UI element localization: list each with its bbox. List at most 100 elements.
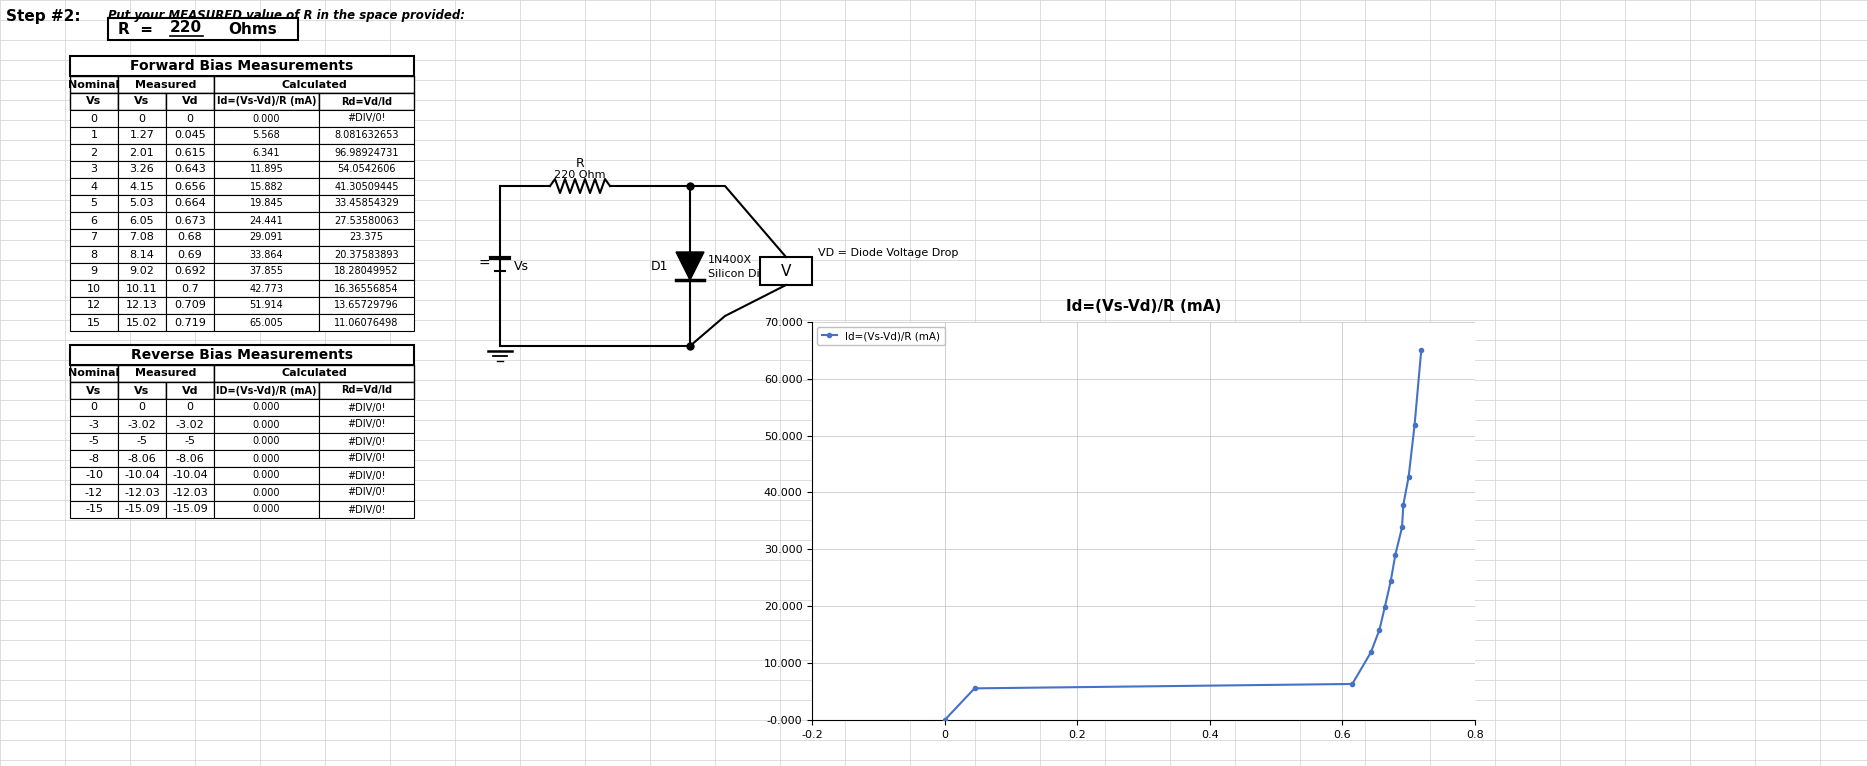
Text: 0.000: 0.000 (252, 420, 280, 430)
Bar (118, 195, 166, 212)
Bar (319, 110, 414, 127)
Bar (215, 229, 319, 246)
Bar (118, 484, 166, 501)
Bar (166, 382, 215, 399)
Bar (166, 246, 215, 263)
Text: 7.08: 7.08 (129, 233, 155, 243)
Line: Id=(Vs-Vd)/R (mA): Id=(Vs-Vd)/R (mA) (943, 348, 1423, 722)
Text: 4.15: 4.15 (129, 182, 155, 192)
Text: Measured: Measured (134, 368, 196, 378)
Text: R  =: R = (118, 21, 153, 37)
Text: 10.11: 10.11 (127, 283, 159, 293)
Bar (69, 144, 118, 161)
Text: 5: 5 (90, 198, 97, 208)
Bar (118, 178, 166, 195)
Text: 0.643: 0.643 (174, 165, 205, 175)
Text: ID=(Vs-Vd)/R (mA): ID=(Vs-Vd)/R (mA) (217, 385, 317, 395)
Bar (319, 127, 414, 144)
Text: -5: -5 (185, 437, 196, 447)
Text: 8.14: 8.14 (129, 250, 155, 260)
Bar (215, 110, 319, 127)
Bar (166, 127, 215, 144)
Text: 20.37583893: 20.37583893 (334, 250, 400, 260)
Text: 15: 15 (88, 317, 101, 328)
Bar (319, 246, 414, 263)
Bar (215, 212, 319, 229)
Bar (166, 467, 215, 484)
Text: -3.02: -3.02 (127, 420, 157, 430)
Bar (118, 263, 166, 280)
Id=(Vs-Vd)/R (mA) (934, 715, 956, 725)
Bar (215, 263, 319, 280)
Text: 33.45854329: 33.45854329 (334, 198, 400, 208)
Text: 5.568: 5.568 (252, 130, 280, 140)
Text: Id=(Vs-Vd)/R (mA): Id=(Vs-Vd)/R (mA) (217, 97, 316, 106)
Bar (166, 229, 215, 246)
Bar (215, 382, 319, 399)
Text: R: R (575, 157, 584, 170)
Text: -12.03: -12.03 (172, 487, 207, 497)
Bar (69, 314, 118, 331)
Id=(Vs-Vd)/R (mA) (1359, 648, 1382, 657)
Text: #DIV/0!: #DIV/0! (347, 487, 386, 497)
Id=(Vs-Vd)/R (mA) (1369, 625, 1391, 634)
Text: Nominal: Nominal (69, 80, 119, 90)
Text: Vs: Vs (134, 97, 149, 106)
Bar (166, 161, 215, 178)
Text: #DIV/0!: #DIV/0! (347, 113, 386, 123)
Text: -12: -12 (84, 487, 103, 497)
Bar (118, 229, 166, 246)
Text: 0.7: 0.7 (181, 283, 200, 293)
Text: 0.045: 0.045 (174, 130, 205, 140)
Text: 0.000: 0.000 (252, 505, 280, 515)
Text: 18.28049952: 18.28049952 (334, 267, 400, 277)
Text: 15.02: 15.02 (127, 317, 159, 328)
Text: -5: -5 (136, 437, 147, 447)
Text: 8.081632653: 8.081632653 (334, 130, 400, 140)
Text: 0.000: 0.000 (252, 437, 280, 447)
Bar (69, 246, 118, 263)
Text: Vs: Vs (86, 97, 101, 106)
Bar (118, 76, 215, 93)
Text: 0.000: 0.000 (252, 453, 280, 463)
Bar (69, 501, 118, 518)
Bar (319, 178, 414, 195)
Text: Vd: Vd (181, 97, 198, 106)
Text: 0: 0 (138, 402, 146, 413)
Text: 27.53580063: 27.53580063 (334, 215, 400, 225)
Bar (215, 127, 319, 144)
Bar (319, 433, 414, 450)
Bar (166, 450, 215, 467)
Text: -8: -8 (88, 453, 99, 463)
Text: 7: 7 (90, 233, 97, 243)
Text: Vs: Vs (134, 385, 149, 395)
Text: 0: 0 (187, 113, 194, 123)
Text: =: = (478, 257, 489, 271)
Text: Put your MEASURED value of R in the space provided:: Put your MEASURED value of R in the spac… (108, 9, 465, 22)
Text: #DIV/0!: #DIV/0! (347, 470, 386, 480)
Bar (108, 18, 299, 40)
Text: 9: 9 (90, 267, 97, 277)
Text: VD = Diode Voltage Drop: VD = Diode Voltage Drop (818, 248, 958, 258)
Bar (166, 399, 215, 416)
Bar (215, 484, 319, 501)
Bar (118, 212, 166, 229)
Text: 3.26: 3.26 (129, 165, 155, 175)
Bar (319, 93, 414, 110)
Text: 54.0542606: 54.0542606 (338, 165, 396, 175)
Bar (215, 195, 319, 212)
Text: -8.06: -8.06 (175, 453, 204, 463)
Bar (215, 399, 319, 416)
Id=(Vs-Vd)/R (mA) (1393, 500, 1415, 509)
Text: #DIV/0!: #DIV/0! (347, 453, 386, 463)
Text: 19.845: 19.845 (250, 198, 284, 208)
Bar (118, 110, 166, 127)
Bar (69, 263, 118, 280)
Text: -3: -3 (88, 420, 99, 430)
Text: Measured: Measured (134, 80, 196, 90)
Bar (166, 93, 215, 110)
Bar (118, 297, 166, 314)
Bar (319, 280, 414, 297)
Text: Reverse Bias Measurements: Reverse Bias Measurements (131, 348, 353, 362)
Text: 11.895: 11.895 (250, 165, 284, 175)
